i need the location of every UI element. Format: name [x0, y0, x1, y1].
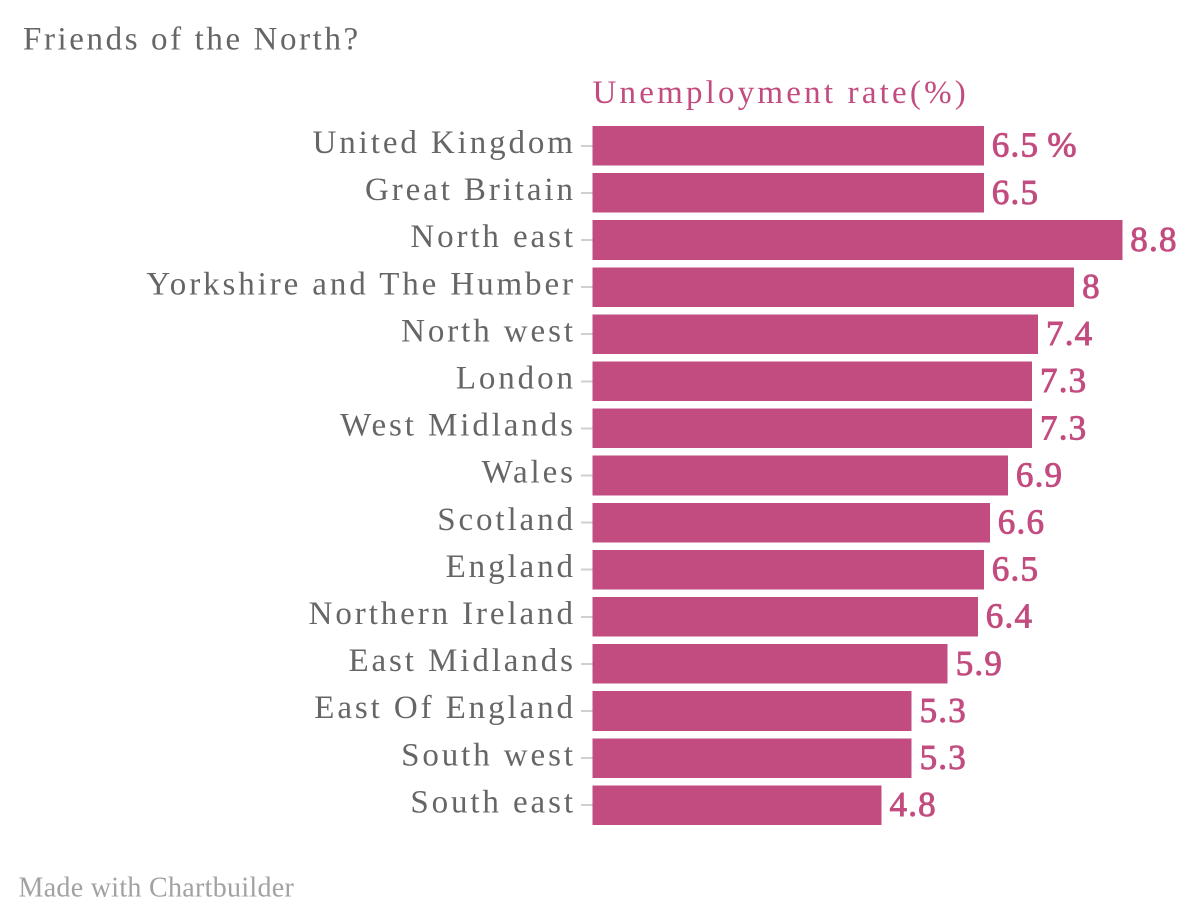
- svg-text:North east: North east: [410, 219, 576, 255]
- svg-text:6.4: 6.4: [986, 597, 1033, 636]
- svg-text:Friends of the North?: Friends of the North?: [23, 22, 361, 58]
- svg-text:6.9: 6.9: [1016, 455, 1063, 494]
- svg-text:Unemployment rate(%): Unemployment rate(%): [593, 75, 969, 111]
- svg-text:West Midlands: West Midlands: [340, 408, 576, 444]
- svg-text:United Kingdom: United Kingdom: [313, 125, 576, 161]
- svg-text:South west: South west: [401, 737, 576, 773]
- svg-text:North west: North west: [401, 313, 576, 349]
- svg-text:5.3: 5.3: [920, 691, 967, 730]
- svg-text:6.5: 6.5: [992, 550, 1039, 589]
- svg-text:8: 8: [1082, 267, 1101, 306]
- svg-text:6.6: 6.6: [998, 503, 1045, 542]
- svg-text:Yorkshire and The Humber: Yorkshire and The Humber: [146, 266, 576, 302]
- svg-text:6.5: 6.5: [992, 173, 1039, 212]
- svg-text:6.5 %: 6.5 %: [992, 126, 1078, 165]
- svg-text:Scotland: Scotland: [437, 502, 576, 538]
- svg-text:5.3: 5.3: [920, 738, 967, 777]
- svg-text:London: London: [456, 361, 576, 397]
- svg-text:East Of England: East Of England: [314, 690, 576, 726]
- svg-text:7.3: 7.3: [1040, 408, 1087, 447]
- svg-text:4.8: 4.8: [890, 785, 937, 824]
- svg-text:Northern Ireland: Northern Ireland: [309, 596, 576, 632]
- svg-text:Wales: Wales: [482, 455, 576, 491]
- svg-text:5.9: 5.9: [956, 644, 1003, 683]
- svg-text:Great Britain: Great Britain: [365, 172, 576, 208]
- svg-text:8.8: 8.8: [1130, 220, 1177, 259]
- svg-text:Made with Chartbuilder: Made with Chartbuilder: [19, 873, 295, 904]
- svg-text:South east: South east: [410, 784, 576, 820]
- svg-text:East Midlands: East Midlands: [348, 643, 575, 679]
- svg-text:7.4: 7.4: [1046, 314, 1093, 353]
- svg-text:7.3: 7.3: [1040, 361, 1087, 400]
- svg-text:England: England: [446, 549, 576, 585]
